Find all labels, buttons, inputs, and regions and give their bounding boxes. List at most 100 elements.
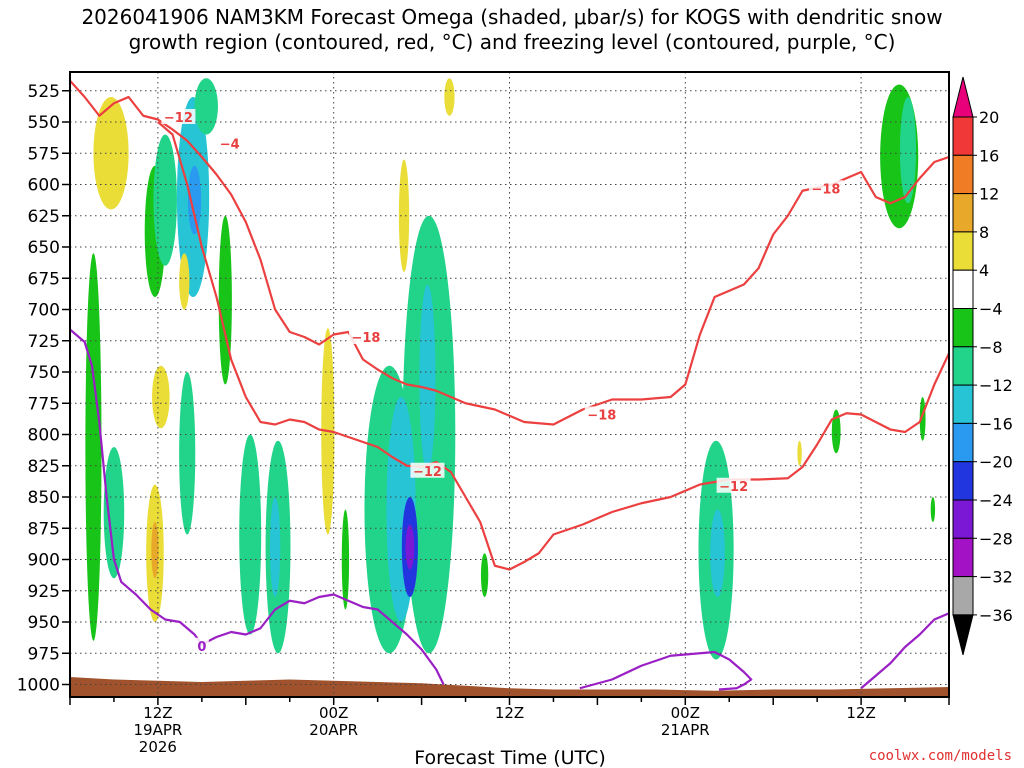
y-tick-label-525: 525 — [28, 82, 60, 102]
x-tick-date-6: 19APR — [133, 721, 182, 739]
y-axis-ticks: 525 550 575 600 625 650 675 700 725 750 775 800 825 8… — [17, 82, 70, 696]
red-contour-label-3: −12 — [413, 465, 442, 480]
contour-labels: −12 −4 −18 −12 −18 −12 −18 0 — [161, 109, 843, 655]
purple-contour-1 — [579, 650, 753, 691]
colorbar-label-3: 8 — [979, 223, 989, 242]
omega-blob-13 — [218, 215, 232, 385]
y-tick-label-925: 925 — [28, 582, 60, 602]
omega-blob-19 — [398, 159, 410, 272]
red-contour-label-4: −18 — [587, 409, 616, 424]
colorbar-top-arrow — [952, 76, 974, 118]
x-tick-label-54: 12Z — [846, 704, 875, 722]
y-tick-label-600: 600 — [28, 176, 60, 196]
omega-blob-7 — [194, 78, 218, 135]
colorbar-bin-4 — [952, 269, 974, 310]
omega-blob-29 — [797, 440, 802, 466]
y-tick-label-825: 825 — [28, 457, 60, 477]
y-tick-label-975: 975 — [28, 644, 60, 664]
colorbar-bin-8 — [952, 422, 974, 463]
colorbar-bin-2 — [952, 193, 974, 233]
x-tick-label-6: 12Z — [143, 704, 172, 722]
colorbar-bin-7 — [952, 384, 974, 424]
y-tick-label-700: 700 — [28, 301, 60, 321]
colorbar-label-2: 12 — [979, 185, 999, 204]
x-tick-label-42: 00Z — [671, 704, 700, 722]
credit-text: coolwx.com/models — [869, 748, 1012, 764]
omega-blob-1 — [103, 447, 125, 579]
terrain-layer — [70, 677, 949, 697]
omega-blob-28 — [710, 509, 725, 597]
colorbar-bin-3 — [952, 231, 974, 271]
y-tick-label-725: 725 — [28, 332, 60, 352]
colorbar: 20 16 12 8 4 −4 −8 −12 −16 −20 −24 −28 −32 −36 — [952, 76, 1013, 656]
colorbar-label-1: 16 — [979, 146, 999, 165]
y-tick-label-550: 550 — [28, 113, 60, 133]
omega-blob-16 — [269, 497, 281, 597]
colorbar-label-4: 4 — [979, 261, 989, 280]
red-contour-label-0: −12 — [164, 111, 193, 126]
red-contour-1 — [157, 121, 949, 571]
red-contour-label-6: −18 — [811, 182, 840, 197]
colorbar-label-6: −8 — [979, 338, 1003, 357]
colorbar-bin-9 — [952, 461, 974, 501]
purple-contour-0 — [70, 328, 445, 685]
colorbar-label-13: −36 — [979, 606, 1013, 625]
omega-blob-14 — [239, 434, 262, 635]
red-label-bg-2 — [348, 329, 383, 344]
red-contour-0 — [70, 80, 949, 426]
x-tick-year-6: 2026 — [139, 738, 177, 756]
colorbar-bin-6 — [952, 346, 974, 386]
omega-blob-35 — [444, 78, 455, 116]
chart-title-line-2: growth region (contoured, red, °C) and f… — [129, 30, 896, 54]
y-tick-label-850: 850 — [28, 488, 60, 508]
y-tick-label-900: 900 — [28, 551, 60, 571]
red-label-bg-6 — [808, 180, 843, 196]
y-tick-label-775: 775 — [28, 394, 60, 414]
colorbar-bin-10 — [952, 499, 974, 539]
red-contour-label-5: −12 — [719, 480, 748, 495]
colorbar-label-5: −4 — [979, 300, 1003, 319]
grid-lines — [70, 72, 949, 697]
colorbar-label-12: −32 — [979, 568, 1013, 587]
colorbar-bin-12 — [952, 576, 974, 616]
terrain-fill — [70, 677, 949, 697]
colorbar-bin-1 — [952, 154, 974, 195]
y-tick-label-1000: 1000 — [17, 676, 60, 696]
red-label-bg-0 — [161, 109, 196, 124]
colorbar-label-0: 20 — [979, 108, 999, 127]
omega-blob-12 — [179, 372, 196, 535]
omega-blob-30 — [831, 409, 841, 454]
y-tick-label-875: 875 — [28, 519, 60, 539]
y-tick-label-750: 750 — [28, 363, 60, 383]
y-tick-label-950: 950 — [28, 613, 60, 633]
omega-blob-24 — [405, 524, 415, 570]
purple-contour-2 — [860, 612, 949, 690]
omega-blob-34 — [930, 497, 936, 522]
colorbar-bottom-arrow — [952, 614, 974, 656]
y-tick-label-575: 575 — [28, 144, 60, 164]
chart-title-line-1: 2026041906 NAM3KM Forecast Omega (shaded… — [81, 5, 942, 29]
omega-blob-11 — [179, 253, 190, 310]
y-tick-label-675: 675 — [28, 269, 60, 289]
purple-contour-label-0: 0 — [197, 640, 206, 655]
omega-blob-32 — [899, 97, 917, 204]
red-label-bg-1 — [212, 135, 247, 151]
omega-blob-10 — [151, 522, 159, 579]
colorbar-bin-0 — [952, 116, 974, 156]
red-label-bg-5 — [716, 477, 751, 493]
colorbar-bin-11 — [952, 537, 974, 578]
x-tick-label-18: 00Z — [319, 704, 348, 722]
colorbar-label-10: −24 — [979, 491, 1013, 510]
colorbar-label-9: −20 — [979, 453, 1013, 472]
red-label-bg-4 — [584, 406, 619, 422]
purple-label-bg-0 — [194, 637, 209, 653]
y-tick-label-650: 650 — [28, 238, 60, 258]
colorbar-label-8: −16 — [979, 414, 1013, 433]
colorbar-label-11: −28 — [979, 529, 1013, 548]
red-contour-label-1: −4 — [220, 137, 240, 152]
red-label-bg-3 — [410, 462, 445, 478]
omega-blob-26 — [480, 553, 489, 597]
omega-blob-8 — [152, 365, 170, 429]
colorbar-label-7: −12 — [979, 376, 1013, 395]
